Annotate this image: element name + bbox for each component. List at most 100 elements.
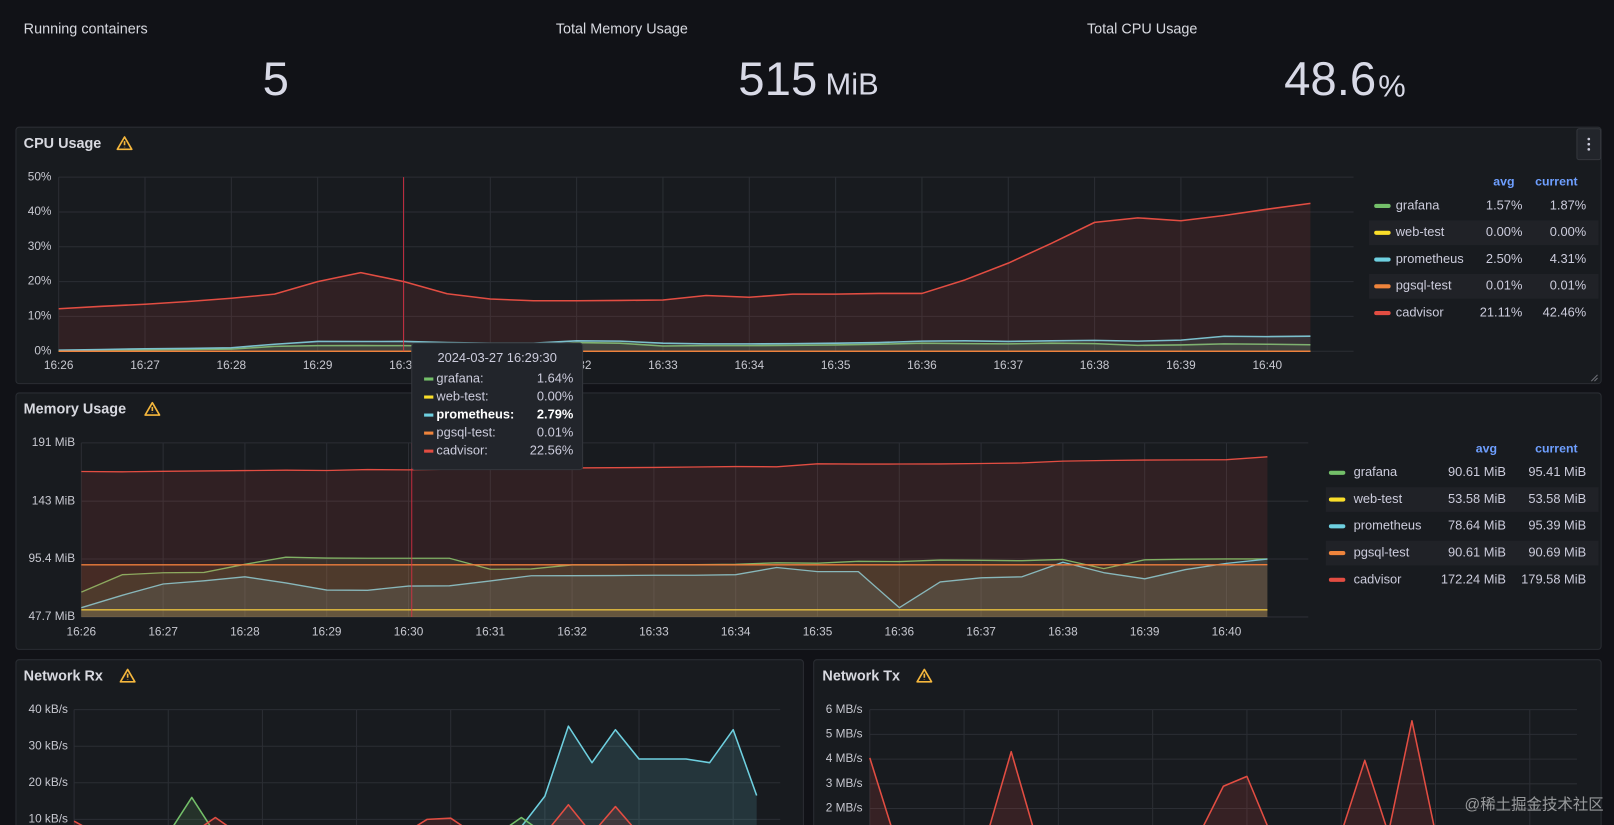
warning-icon[interactable]	[119, 668, 136, 683]
resize-handle[interactable]	[1590, 374, 1598, 382]
area-fill	[81, 557, 1268, 617]
panel-title: Network Tx	[822, 668, 900, 684]
stat-unit: MiB	[826, 67, 879, 102]
legend-current: 90.69 MiB	[1528, 544, 1586, 559]
legend-row-bg	[1369, 220, 1599, 246]
legend-header: avg	[1476, 441, 1497, 455]
tooltip-value: 2.79%	[537, 406, 574, 421]
warning-icon[interactable]	[916, 668, 933, 683]
x-tick-label: 16:32	[557, 625, 587, 639]
legend-label: prometheus	[1396, 251, 1464, 266]
y-tick-label: 30 kB/s	[28, 738, 68, 752]
overlay: 2024-03-27 16:29:30 grafana: 1.64% web-test…	[402, 177, 584, 617]
series-line	[81, 558, 1268, 609]
legend-current: 95.41 MiB	[1528, 464, 1586, 479]
stat-title: Total Memory Usage	[556, 22, 688, 38]
legend-avg: 90.61 MiB	[1448, 464, 1506, 479]
tooltip-label: web-test:	[435, 388, 488, 403]
y-tick-label: 95.4 MiB	[28, 551, 75, 565]
y-tick-label: 4 MB/s	[826, 751, 863, 765]
legend-current: 1.87%	[1550, 197, 1586, 212]
legend-avg: 172.24 MiB	[1441, 571, 1506, 586]
panel-title: CPU Usage	[24, 136, 102, 152]
x-tick-label: 16:34	[734, 358, 764, 372]
legend-avg: 78.64 MiB	[1448, 518, 1506, 533]
area-fill	[81, 559, 1268, 617]
area-fill	[522, 726, 757, 825]
legend-row-bg	[1325, 487, 1599, 512]
x-tick-label: 16:35	[821, 358, 851, 372]
stat-value: 48.6	[1284, 53, 1376, 106]
legend-label: pgsql-test	[1354, 544, 1410, 559]
y-tick-label: 10 kB/s	[28, 811, 68, 825]
y-tick-label: 191 MiB	[32, 435, 75, 449]
area-fill	[81, 609, 1268, 617]
x-tick-label: 16:34	[721, 625, 751, 639]
x-tick-label: 16:33	[639, 625, 669, 639]
area-fill	[58, 342, 1311, 352]
area-fill	[869, 720, 1434, 825]
x-tick-label: 16:36	[907, 358, 937, 372]
x-tick-label: 16:26	[44, 358, 74, 372]
y-tick-label: 40%	[28, 204, 52, 218]
x-tick-label: 16:29	[312, 625, 342, 639]
y-tick-label: 47.7 MiB	[28, 609, 75, 623]
stat-value: 5	[263, 53, 289, 106]
plots: 0% 10% 20% 30% 40% 50% 16:26 16:27 16:28 16:29 16:…	[28, 169, 1599, 825]
series-line	[173, 796, 534, 825]
y-tick-label: 40 kB/s	[28, 702, 68, 716]
legend-label: grafana	[1396, 197, 1440, 212]
x-tick-label: 16:27	[130, 358, 160, 372]
tooltip-label: cadvisor:	[436, 443, 487, 458]
legend-avg: 53.58 MiB	[1448, 491, 1506, 506]
x-tick-label: 16:40	[1212, 625, 1242, 639]
x-tick-label: 16:28	[230, 625, 260, 639]
tooltip-label: pgsql-test:	[436, 425, 495, 440]
area-fill	[74, 804, 632, 825]
panel	[15, 126, 1602, 385]
legend-row-bg	[1369, 273, 1599, 299]
panel	[15, 659, 804, 825]
tooltip-value: 22.56%	[530, 443, 574, 458]
y-tick-label: 30%	[28, 239, 52, 253]
legend-label: cadvisor	[1354, 571, 1403, 586]
legend-current: 53.58 MiB	[1528, 491, 1586, 506]
x-tick-label: 16:40	[1252, 358, 1282, 372]
y-tick-label: 2 MB/s	[826, 801, 863, 815]
x-tick-label: 16:37	[993, 358, 1023, 372]
x-tick-label: 16:28	[217, 358, 247, 372]
legend-avg: 21.11%	[1480, 305, 1523, 320]
x-tick-label: 16:31	[476, 625, 506, 639]
warning-icon[interactable]	[116, 136, 133, 151]
legend-current: 179.58 MiB	[1521, 571, 1586, 586]
x-tick-label: 16:39	[1166, 358, 1196, 372]
x-tick-label: 16:38	[1080, 358, 1110, 372]
legend-current: 4.31%	[1550, 251, 1586, 266]
y-tick-label: 0%	[34, 343, 52, 357]
tooltip-label: grafana:	[436, 370, 483, 385]
legend-current: 0.00%	[1550, 224, 1586, 239]
series-line	[521, 725, 758, 825]
legend-label: grafana	[1354, 464, 1398, 479]
legend-label: prometheus	[1354, 518, 1422, 533]
y-tick-label: 50%	[28, 169, 52, 183]
series-line	[58, 202, 1311, 310]
series-line	[58, 335, 1311, 351]
x-tick-label: 16:33	[648, 358, 678, 372]
panel-title: Memory Usage	[24, 402, 126, 418]
y-tick-label: 10%	[28, 309, 52, 323]
tooltip-label: prometheus:	[436, 406, 514, 421]
y-tick-label: 6 MB/s	[826, 702, 863, 716]
warning-icon[interactable]	[144, 401, 161, 416]
x-tick-label: 16:36	[884, 625, 914, 639]
stat-value: 515	[738, 53, 817, 106]
x-tick-label: 16:27	[148, 625, 178, 639]
panel-menu-button[interactable]	[1576, 128, 1602, 161]
tooltip-box	[411, 342, 584, 471]
series-line	[869, 719, 1435, 825]
legend-label: pgsql-test	[1396, 278, 1452, 293]
x-tick-label: 16:39	[1130, 625, 1160, 639]
legend-current: 95.39 MiB	[1528, 518, 1586, 533]
legend-row-bg	[1325, 540, 1599, 566]
